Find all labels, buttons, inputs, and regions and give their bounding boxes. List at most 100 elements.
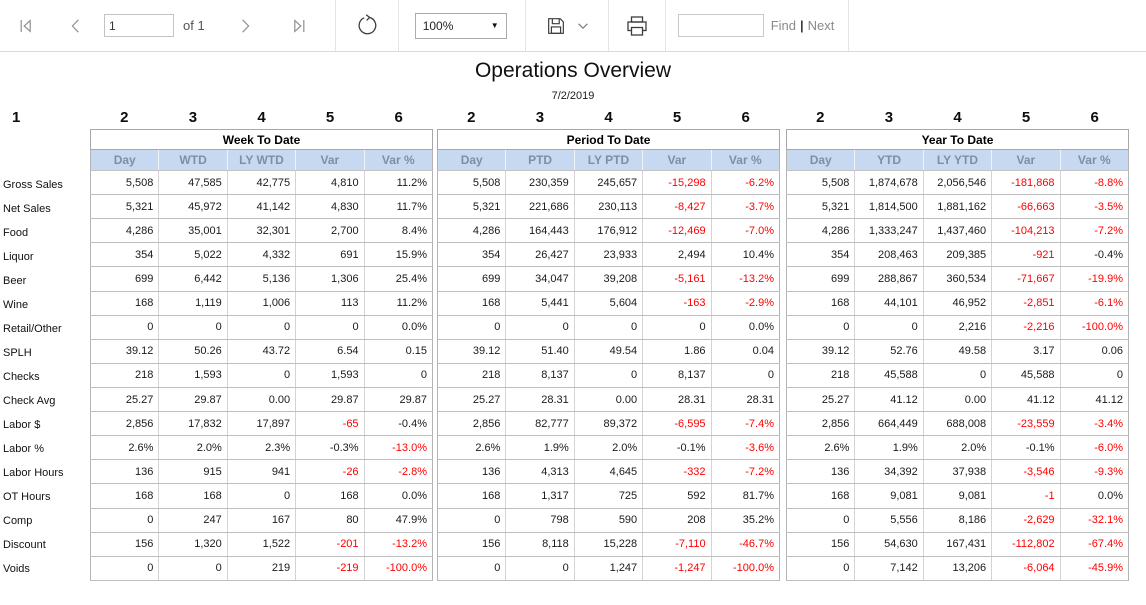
print-button[interactable] (621, 10, 653, 42)
report-title: Operations Overview (474, 59, 672, 82)
table-cell: 167,431 (923, 532, 993, 557)
table-cell: 25.27 (786, 387, 856, 413)
table-cell: -0.1% (991, 435, 1061, 461)
page-count-label: of 1 (183, 18, 205, 33)
table-cell: -201 (295, 532, 365, 557)
toolbar-divider (334, 0, 336, 51)
table-cell: 2.0% (158, 435, 228, 461)
table-cell: 89,372 (574, 411, 644, 437)
table-cell: 4,645 (574, 459, 644, 485)
table-row: 156 54,630 167,431 -112,802 -67.4% (786, 532, 1129, 557)
table-cell: 2.6% (437, 435, 507, 461)
table-cell: 699 (90, 266, 160, 292)
table-cell: -9.3% (1060, 459, 1129, 485)
table-row: 699 6,442 5,136 1,306 25.4% (90, 266, 433, 292)
row-label: Retail/Other (3, 323, 62, 335)
find-button[interactable]: Find (770, 18, 796, 33)
table-cell: 46,952 (923, 291, 993, 316)
first-page-button[interactable] (10, 10, 42, 42)
table-cell: 41,142 (227, 194, 297, 220)
table-cell: 52.76 (854, 339, 924, 364)
column-header-row: Day PTD LY PTD Var Var % (437, 149, 780, 171)
table-row: 156 1,320 1,522 -201 -13.2% (90, 532, 433, 557)
table-cell: 592 (642, 483, 712, 509)
column-number: 5 (325, 109, 335, 126)
table-cell: 0 (90, 315, 160, 340)
zoom-select[interactable]: 100% ▼ (414, 12, 507, 39)
table-cell: 7,142 (854, 556, 924, 582)
table-cell: 4,332 (227, 242, 297, 268)
table-cell: 0 (711, 363, 780, 388)
refresh-button[interactable] (350, 10, 382, 42)
table-row: 0 0 1,247 -1,247 -100.0% (437, 556, 780, 582)
table-cell: -2,851 (991, 291, 1061, 316)
column-header: PTD (505, 149, 575, 171)
column-number: 1 (12, 109, 21, 126)
table-cell: 2,494 (642, 242, 712, 268)
column-number: 5 (1021, 109, 1031, 126)
find-next-button[interactable]: Next (807, 18, 835, 33)
table-cell: 218 (90, 363, 160, 388)
row-label: Check Avg (3, 395, 56, 407)
column-number: 4 (953, 109, 962, 126)
column-header: Var % (1059, 149, 1129, 171)
table-cell: 218 (437, 363, 507, 388)
table-cell: 13,206 (923, 556, 993, 582)
column-header: Var (295, 149, 365, 171)
column-header: Var (642, 149, 712, 171)
table-cell: 2.3% (227, 435, 297, 461)
table-row: 4,286 164,443 176,912 -12,469 -7.0% (437, 218, 780, 244)
export-button[interactable] (540, 10, 572, 42)
table-cell: -5,161 (642, 266, 712, 292)
column-number: 6 (1090, 109, 1099, 126)
table-row: 2.6% 1.9% 2.0% -0.1% -3.6% (437, 435, 780, 461)
find-next-separator: | (799, 18, 804, 33)
table-cell: 208 (642, 508, 712, 533)
table-cell: 2.0% (574, 435, 644, 461)
table-cell: -6,595 (642, 411, 712, 437)
table-cell: -2.9% (711, 291, 780, 316)
table-cell: -3.7% (711, 194, 780, 220)
export-menu-button[interactable] (572, 10, 594, 42)
table-cell: 1,593 (295, 363, 365, 388)
column-number-group-ytd: 2 3 4 5 6 (786, 109, 1129, 126)
table-cell: -2,629 (991, 508, 1061, 533)
table-row: 5,508 1,874,678 2,056,546 -181,868 -8.8% (786, 170, 1129, 196)
table-cell: 1,317 (505, 483, 575, 509)
table-cell: 11.2% (364, 291, 433, 316)
table-cell: 688,008 (923, 411, 993, 437)
table-cell: 3.17 (991, 339, 1061, 364)
table-row: 136 34,392 37,938 -3,546 -9.3% (786, 459, 1129, 485)
table-cell: 1,437,460 (923, 218, 993, 244)
table-cell: 1,306 (295, 266, 365, 292)
row-label: Labor % (3, 443, 44, 455)
table-cell: 2.6% (90, 435, 160, 461)
table-cell: -6.0% (1060, 435, 1129, 461)
table-row: 0 7,142 13,206 -6,064 -45.9% (786, 556, 1129, 582)
previous-page-button[interactable] (60, 10, 92, 42)
refresh-icon (358, 13, 377, 34)
table-row: 39.12 52.76 49.58 3.17 0.06 (786, 339, 1129, 364)
table-cell: 0 (295, 315, 365, 340)
table-cell: 2,856 (90, 411, 160, 437)
page-number-input[interactable] (104, 14, 174, 37)
report-viewer-toolbar: of 1 100% ▼ (0, 0, 1146, 52)
table-cell: 2,856 (786, 411, 856, 437)
table-cell: -13.2% (364, 532, 433, 557)
table-cell: 44,101 (854, 291, 924, 316)
table-cell: -163 (642, 291, 712, 316)
table-cell: 0.00 (923, 387, 993, 413)
table-cell: -6.1% (1060, 291, 1129, 316)
table-cell: 354 (786, 242, 856, 268)
table-cell: 2,856 (437, 411, 507, 437)
find-text-input[interactable] (677, 14, 764, 37)
next-page-button[interactable] (229, 10, 261, 42)
chevron-right-icon (241, 18, 250, 33)
table-row: 5,321 45,972 41,142 4,830 11.7% (90, 194, 433, 220)
table-cell: 167 (227, 508, 297, 533)
table-row: 2,856 82,777 89,372 -6,595 -7.4% (437, 411, 780, 437)
table-cell: 5,508 (90, 170, 160, 196)
table-cell: 0 (786, 556, 856, 582)
last-page-button[interactable] (283, 10, 315, 42)
table-cell: 1.9% (505, 435, 575, 461)
